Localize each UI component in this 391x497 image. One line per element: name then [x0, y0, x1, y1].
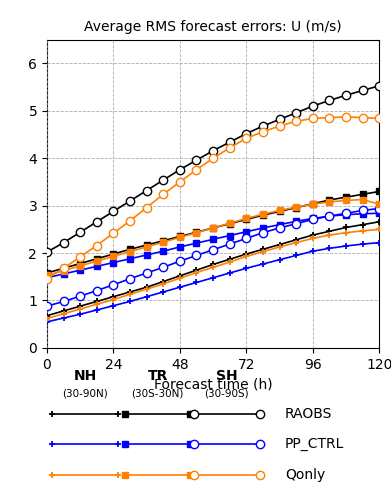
Text: Qonly: Qonly: [285, 468, 325, 482]
Text: TR: TR: [147, 369, 168, 383]
X-axis label: Forecast time (h): Forecast time (h): [154, 377, 273, 391]
Text: RAOBS: RAOBS: [285, 407, 332, 421]
Text: NH: NH: [74, 369, 97, 383]
Text: (30-90S): (30-90S): [204, 389, 249, 399]
Text: (30S-30N): (30S-30N): [131, 389, 184, 399]
Text: PP_CTRL: PP_CTRL: [285, 437, 344, 451]
Text: (30-90N): (30-90N): [62, 389, 108, 399]
Text: SH: SH: [216, 369, 238, 383]
Title: Average RMS forecast errors: U (m/s): Average RMS forecast errors: U (m/s): [84, 20, 342, 34]
